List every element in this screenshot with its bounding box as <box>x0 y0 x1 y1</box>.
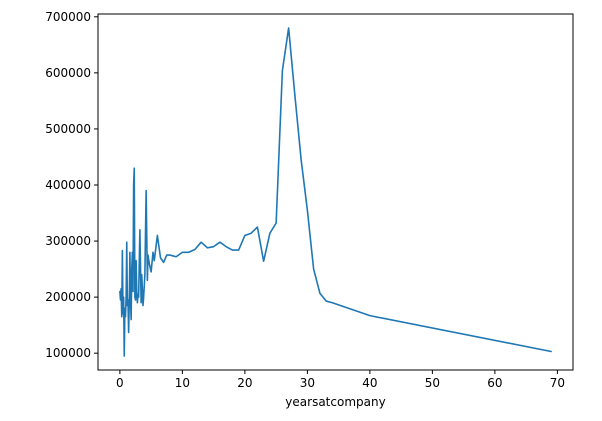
plot-area <box>119 27 552 357</box>
x-tick-label: 10 <box>175 376 190 390</box>
x-tick-label: 30 <box>300 376 315 390</box>
x-tick-label: 40 <box>362 376 377 390</box>
x-axis-label: yearsatcompany <box>285 395 385 409</box>
series-line <box>119 27 552 357</box>
x-tick-label: 60 <box>487 376 502 390</box>
y-tick-label: 300000 <box>45 234 91 248</box>
x-tick-label: 50 <box>425 376 440 390</box>
x-tick-label: 70 <box>550 376 565 390</box>
y-tick-label: 100000 <box>45 346 91 360</box>
axes-frame <box>97 13 574 371</box>
y-tick-label: 400000 <box>45 178 91 192</box>
y-ticks: 100000 200000 300000 400000 500000 600000 7000… <box>45 10 98 360</box>
x-tick-label: 20 <box>237 376 252 390</box>
y-tick-label: 600000 <box>45 66 91 80</box>
x-tick-label: 0 <box>116 376 124 390</box>
y-tick-label: 200000 <box>45 290 91 304</box>
x-ticks: 0 10 20 30 40 50 60 70 <box>116 370 565 390</box>
y-tick-label: 500000 <box>45 122 91 136</box>
y-tick-label: 700000 <box>45 10 91 24</box>
